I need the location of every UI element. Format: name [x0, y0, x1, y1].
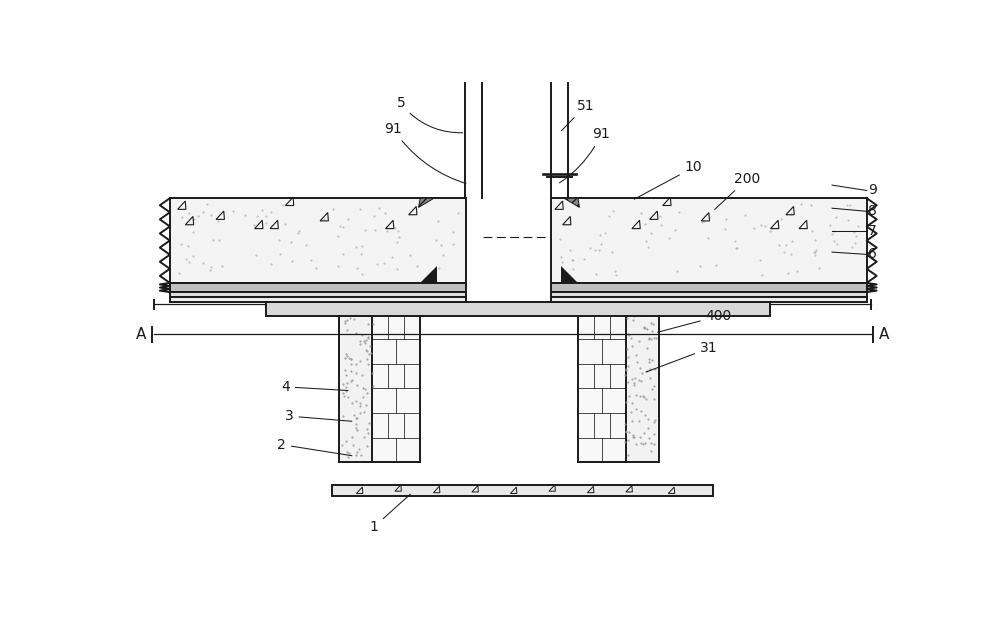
- Bar: [339, 304, 376, 462]
- Bar: [170, 283, 466, 292]
- Bar: [170, 292, 466, 297]
- Bar: [551, 198, 867, 283]
- Text: 8: 8: [868, 204, 877, 218]
- Bar: [170, 297, 466, 302]
- Bar: [170, 198, 466, 283]
- Polygon shape: [561, 266, 578, 283]
- Text: 10: 10: [634, 161, 702, 199]
- Text: 3: 3: [285, 409, 352, 423]
- Bar: [578, 304, 626, 462]
- Text: A: A: [136, 327, 147, 342]
- Bar: [551, 283, 867, 292]
- Text: 51: 51: [561, 99, 594, 131]
- Polygon shape: [419, 198, 434, 208]
- Text: 200: 200: [715, 172, 760, 209]
- Bar: [551, 292, 867, 297]
- Text: 91: 91: [560, 127, 610, 183]
- Text: 9: 9: [868, 184, 877, 198]
- Bar: [372, 304, 420, 462]
- Text: 4: 4: [281, 380, 348, 394]
- Polygon shape: [564, 198, 579, 208]
- Polygon shape: [420, 266, 437, 283]
- Text: 400: 400: [658, 309, 732, 332]
- Bar: [622, 304, 659, 462]
- Bar: [551, 297, 867, 302]
- Text: A: A: [878, 327, 889, 342]
- Text: 5: 5: [396, 96, 463, 133]
- Text: 2: 2: [277, 438, 352, 456]
- Text: 7: 7: [868, 224, 877, 238]
- Text: 31: 31: [646, 341, 718, 372]
- Bar: [266, 302, 770, 316]
- Text: 1: 1: [369, 494, 410, 534]
- Bar: [332, 486, 713, 496]
- Text: 6: 6: [868, 248, 877, 261]
- Text: 91: 91: [384, 122, 466, 184]
